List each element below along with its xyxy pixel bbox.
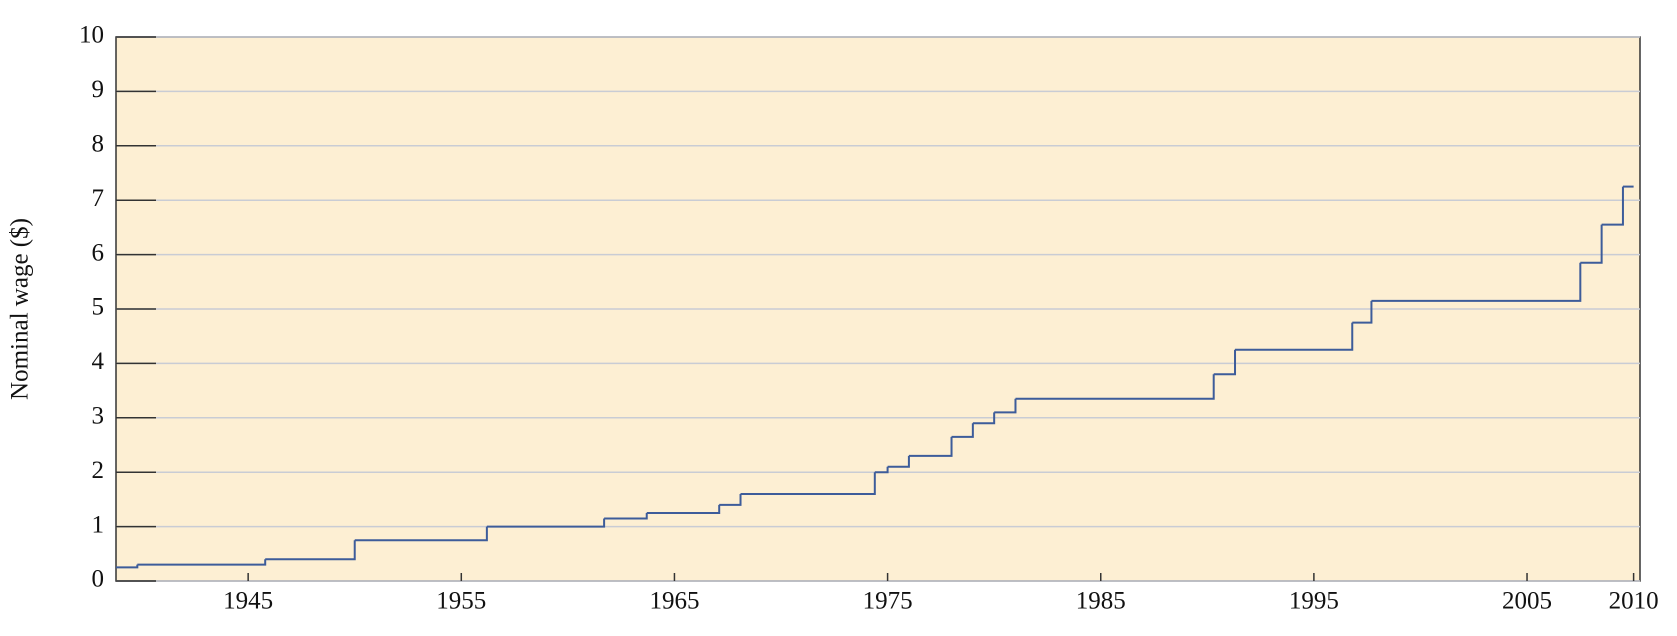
step-segment [951, 423, 974, 438]
step-segment [972, 412, 996, 425]
y-tick-label: 8 [92, 131, 105, 158]
y-tick-label: 7 [92, 185, 105, 212]
step-segment [1015, 374, 1215, 400]
x-tick-label: 1975 [863, 588, 913, 615]
step-segment [486, 518, 606, 528]
y-tick-label: 3 [92, 403, 105, 430]
y-tick-label: 5 [92, 294, 105, 321]
step-segment [887, 455, 910, 468]
step-segment [265, 540, 356, 561]
y-tick-label: 2 [92, 457, 105, 484]
step-segment [137, 559, 267, 566]
step-segment [1601, 186, 1624, 226]
x-tick-label: 1965 [649, 588, 699, 615]
step-segment [908, 436, 953, 457]
step-segment [1580, 224, 1603, 264]
y-tick-label: 10 [79, 22, 104, 49]
y-tick-label: 6 [92, 239, 105, 266]
x-tick-label: 1945 [223, 588, 273, 615]
x-tick-label: 1985 [1076, 588, 1126, 615]
step-segment [740, 472, 876, 495]
y-tick-label: 1 [92, 511, 105, 538]
y-tick-label: 9 [92, 76, 105, 103]
x-tick-label: 2005 [1502, 588, 1552, 615]
step-segment [1371, 262, 1582, 302]
step-segment [1352, 300, 1373, 324]
step-segment [604, 513, 648, 520]
step-segment [1235, 322, 1354, 351]
step-segment [719, 493, 742, 506]
step-segment [354, 526, 488, 542]
step-segment [874, 466, 889, 474]
step-segment [646, 504, 721, 514]
y-tick-label: 0 [92, 566, 105, 593]
x-tick-label: 1995 [1289, 588, 1339, 615]
y-tick-label: 4 [92, 348, 105, 375]
step-segment [1213, 349, 1237, 376]
x-tick-label: 2010 [1609, 588, 1659, 615]
y-axis-label: Nominal wage ($) [7, 218, 34, 400]
step-segment [994, 398, 1017, 414]
x-tick-label: 1955 [436, 588, 486, 615]
